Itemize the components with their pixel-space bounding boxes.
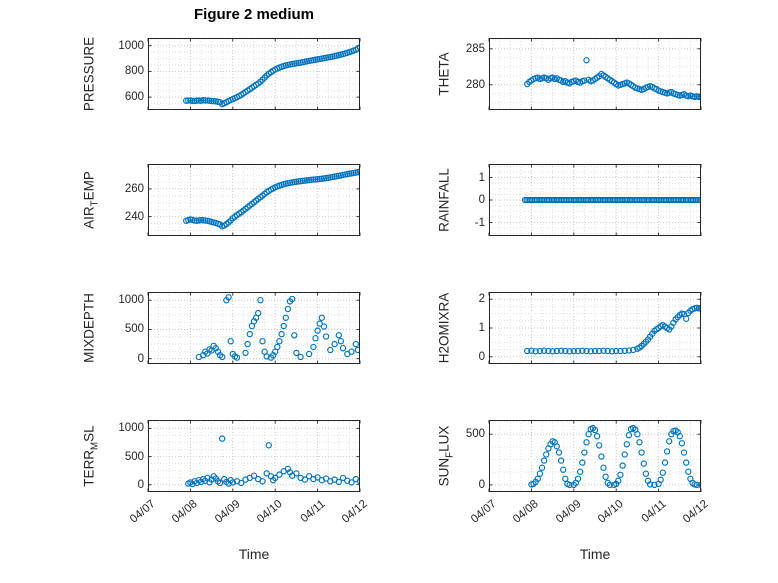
air_temp-y-tick-label: 240 xyxy=(124,210,144,223)
figure-title: Figure 2 medium xyxy=(193,6,315,23)
mixdepth-y-tick-label: 500 xyxy=(124,323,144,336)
mixdepth-y-tick-label: 0 xyxy=(137,352,144,365)
theta-y-tick-label: 280 xyxy=(465,78,485,91)
terr-msl-plot-area xyxy=(147,420,361,493)
terr_msl-x-tick-label: 04/10 xyxy=(255,498,285,526)
mixdepth-plot-area xyxy=(147,292,361,364)
rainfall-y-tick-label: -1 xyxy=(474,216,485,229)
subplot-pressure: PRESSURE 600 800 1000 xyxy=(82,37,361,111)
sun_flux-x-tick-label: 04/09 xyxy=(553,498,584,526)
terr_msl-y-tick-label: 0 xyxy=(137,478,144,491)
h2omixra-plot-area xyxy=(488,292,702,364)
subplot-mixdepth: MIXDEPTH 0 500 1000 xyxy=(82,292,361,365)
sun_flux-x-tick-label: 04/07 xyxy=(468,498,499,526)
subplot-sun-flux: SUNFLUX 0 500 04/07 04/08 04/09 04/10 04/11 04/… xyxy=(437,420,711,526)
theta-y-tick-label: 285 xyxy=(465,42,485,55)
pressure-y-tick-label: 1000 xyxy=(118,39,144,52)
rainfall-plot-area xyxy=(488,164,702,236)
h2omixra-y-tick-label: 0 xyxy=(478,350,485,363)
x-axis-title-right: Time xyxy=(579,546,611,562)
sun_flux-x-tick-label: 04/08 xyxy=(511,498,542,526)
terr_msl-y-tick-label: 1000 xyxy=(118,422,144,435)
pressure-y-axis-label: PRESSURE xyxy=(81,36,97,112)
terr_msl-x-tick-label: 04/11 xyxy=(298,498,328,526)
terr_msl-x-tick-label: 04/09 xyxy=(212,498,243,526)
sun_flux-y-tick-label: 500 xyxy=(465,428,485,441)
pressure-y-tick-label: 600 xyxy=(124,91,144,104)
subplot-terr-msl: TERRMSL 0 500 1000 04/07 04/08 04/09 04/10 04/1… xyxy=(82,420,370,526)
pressure-y-tick-label: 800 xyxy=(124,65,144,78)
terr_msl-y-tick-label: 500 xyxy=(124,450,144,463)
sun_flux-y-tick-label: 0 xyxy=(478,478,485,491)
air-temp-plot-area xyxy=(147,164,361,236)
sun_flux-x-tick-label: 04/11 xyxy=(639,498,669,526)
subplot-air-temp: AIRTEMP 240 260 xyxy=(82,164,361,236)
subplot-rainfall: RAINFALL -1 0 1 xyxy=(437,164,702,236)
sun_flux-x-tick-label: 04/12 xyxy=(680,498,711,526)
sun-flux-plot-area xyxy=(488,420,702,492)
mixdepth-y-axis-label: MIXDEPTH xyxy=(81,293,97,363)
air_temp-y-tick-label: 260 xyxy=(124,182,144,195)
rainfall-y-tick-label: 0 xyxy=(478,194,485,206)
pressure-plot-area xyxy=(147,38,361,110)
terr-msl-y-axis-label: TERRMSL xyxy=(81,425,101,487)
terr_msl-x-tick-label: 04/12 xyxy=(339,498,370,526)
air-temp-y-axis-label: AIRTEMP xyxy=(81,171,101,229)
h2omixra-y-tick-label: 1 xyxy=(478,322,485,334)
h2omixra-y-tick-label: 2 xyxy=(478,293,485,306)
rainfall-y-tick-label: 1 xyxy=(478,171,485,184)
subplot-theta: THETA 280 285 xyxy=(437,38,702,110)
mixdepth-y-tick-label: 1000 xyxy=(118,294,144,307)
terr_msl-x-tick-label: 04/07 xyxy=(127,498,158,526)
sun_flux-x-tick-label: 04/10 xyxy=(596,498,626,526)
theta-plot-area xyxy=(488,38,702,110)
x-axis-title-left: Time xyxy=(238,546,270,562)
terr_msl-x-tick-label: 04/08 xyxy=(170,498,201,526)
